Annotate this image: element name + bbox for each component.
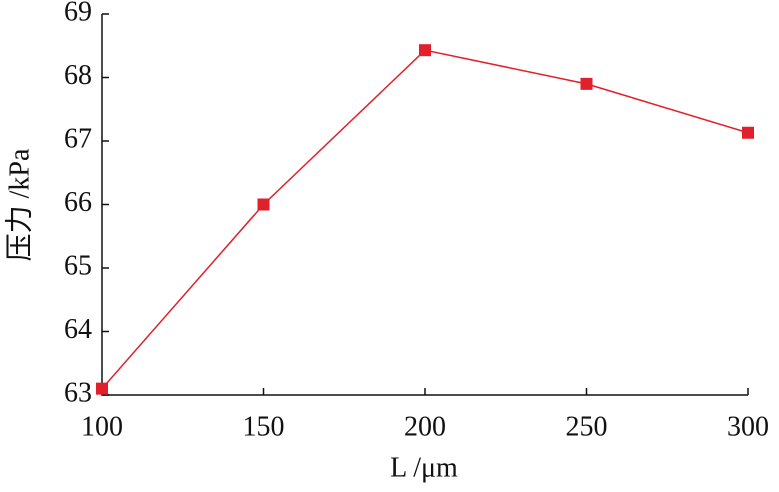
marker xyxy=(742,126,754,139)
x-tick-label: 100 xyxy=(81,411,123,442)
marker xyxy=(257,198,270,211)
x-tick-label: 150 xyxy=(243,411,285,442)
y-tick-label: 66 xyxy=(64,187,92,218)
y-tick-label: 64 xyxy=(64,314,92,345)
marker xyxy=(96,382,108,395)
marker xyxy=(580,77,593,90)
y-tick-label: 67 xyxy=(64,123,92,154)
y-axis-label: 压力 /kPa xyxy=(3,148,35,261)
x-tick-label: 250 xyxy=(566,411,608,442)
y-tick-label: 63 xyxy=(64,377,92,408)
x-tick-label: 300 xyxy=(727,411,769,442)
y-tick-label: 65 xyxy=(64,250,92,281)
marker xyxy=(419,44,431,57)
x-tick-label: 200 xyxy=(404,411,446,442)
x-axis-label: L /μm xyxy=(390,452,458,483)
line xyxy=(101,49,749,390)
y-tick-label: 69 xyxy=(64,0,92,27)
y-tick-label: 68 xyxy=(64,60,92,91)
axes xyxy=(101,14,748,396)
